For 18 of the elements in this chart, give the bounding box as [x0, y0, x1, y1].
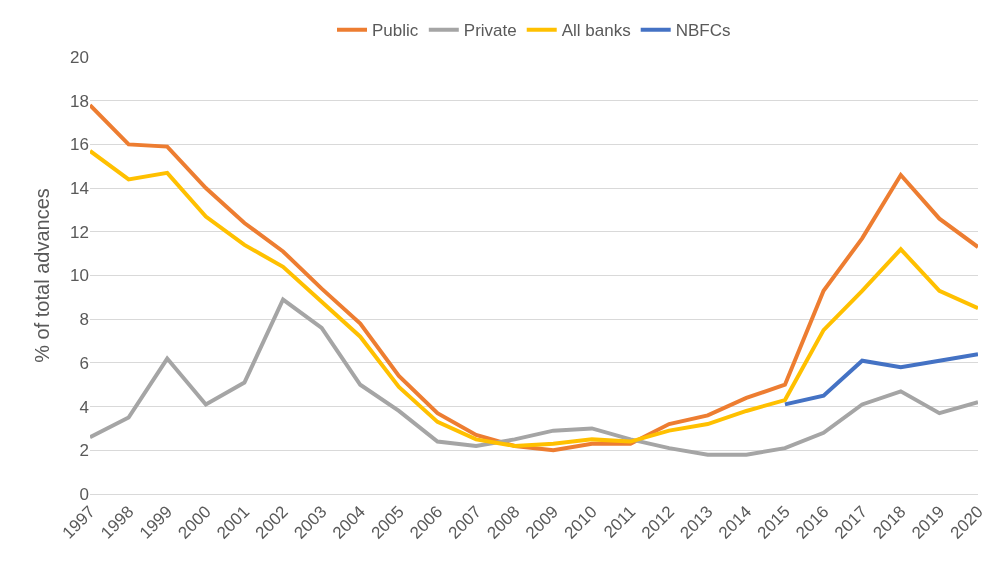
legend-label: Public	[372, 21, 419, 41]
line-series	[90, 297, 978, 457]
y-tick-label: 20	[70, 47, 89, 67]
y-tick-label: 10	[70, 266, 89, 286]
y-tick-label: 4	[79, 397, 89, 417]
y-tick-label: 16	[70, 135, 89, 155]
legend-label: All banks	[561, 21, 631, 41]
legend-label: Private	[463, 21, 517, 41]
y-tick-label: 2	[79, 441, 89, 461]
y-tick-label: 8	[79, 310, 89, 330]
y-tick-label: 18	[70, 91, 89, 111]
line-series	[782, 352, 978, 407]
y-tick-label: 12	[70, 222, 89, 242]
y-tick-label: 0	[79, 484, 89, 504]
legend-label: NBFCs	[675, 21, 731, 41]
y-tick-label: 6	[79, 353, 89, 373]
y-tick-label: 14	[70, 179, 89, 199]
y-axis-title: % of total advances	[30, 188, 53, 363]
